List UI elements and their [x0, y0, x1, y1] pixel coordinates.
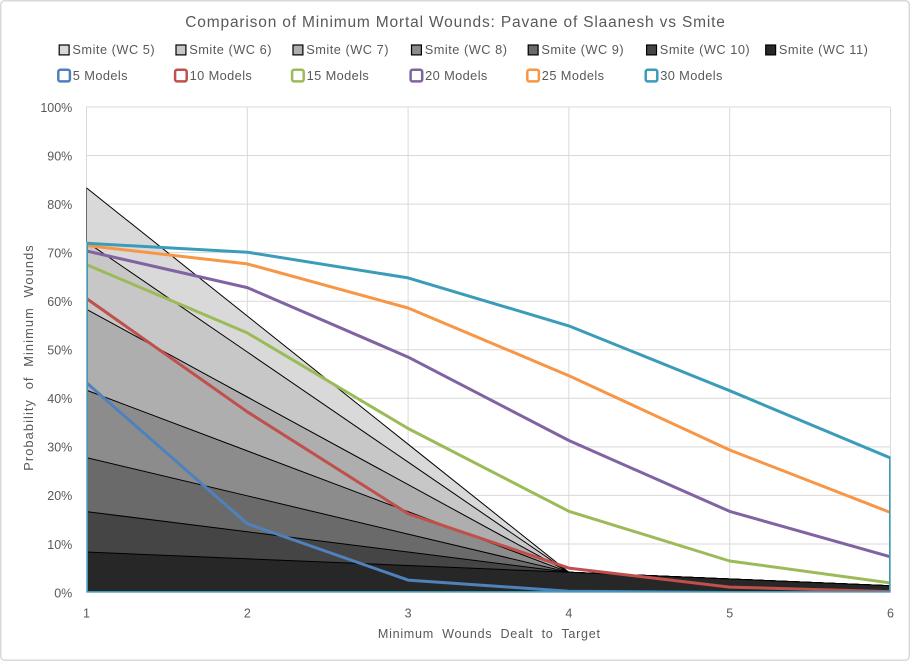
svg-text:30%: 30%: [47, 441, 72, 455]
svg-text:60%: 60%: [47, 295, 72, 309]
svg-text:80%: 80%: [47, 198, 72, 212]
svg-text:0%: 0%: [54, 586, 72, 600]
svg-text:20%: 20%: [47, 489, 72, 503]
svg-text:25 Models: 25 Models: [542, 68, 605, 83]
svg-text:50%: 50%: [47, 344, 72, 358]
svg-text:3: 3: [405, 607, 412, 621]
svg-text:Smite (WC 8): Smite (WC 8): [425, 42, 508, 57]
svg-text:6: 6: [887, 607, 894, 621]
svg-text:Smite (WC 5): Smite (WC 5): [72, 42, 155, 57]
svg-text:4: 4: [565, 607, 572, 621]
svg-text:Smite (WC 6): Smite (WC 6): [189, 42, 272, 57]
svg-text:2: 2: [244, 607, 251, 621]
svg-text:Probability of Minimum Wounds: Probability of Minimum Wounds: [21, 244, 36, 471]
svg-text:70%: 70%: [47, 247, 72, 261]
svg-text:100%: 100%: [40, 101, 72, 115]
svg-text:Comparison of Minimum Mortal W: Comparison of Minimum Mortal Wounds: Pav…: [185, 14, 725, 31]
svg-text:40%: 40%: [47, 392, 72, 406]
svg-text:30 Models: 30 Models: [660, 68, 723, 83]
svg-text:Smite (WC 11): Smite (WC 11): [779, 42, 868, 57]
svg-text:5 Models: 5 Models: [73, 68, 128, 83]
svg-text:15 Models: 15 Models: [307, 68, 370, 83]
svg-text:10 Models: 10 Models: [190, 68, 253, 83]
svg-text:90%: 90%: [47, 149, 72, 163]
svg-text:1: 1: [83, 607, 90, 621]
svg-text:5: 5: [726, 607, 733, 621]
svg-text:Smite (WC 9): Smite (WC 9): [541, 42, 624, 57]
svg-text:Minimum Wounds Dealt to Target: Minimum Wounds Dealt to Target: [378, 627, 601, 641]
svg-text:Smite (WC 7): Smite (WC 7): [306, 42, 389, 57]
svg-text:Smite (WC 10): Smite (WC 10): [660, 42, 750, 57]
svg-text:10%: 10%: [47, 538, 72, 552]
svg-text:20 Models: 20 Models: [425, 68, 488, 83]
